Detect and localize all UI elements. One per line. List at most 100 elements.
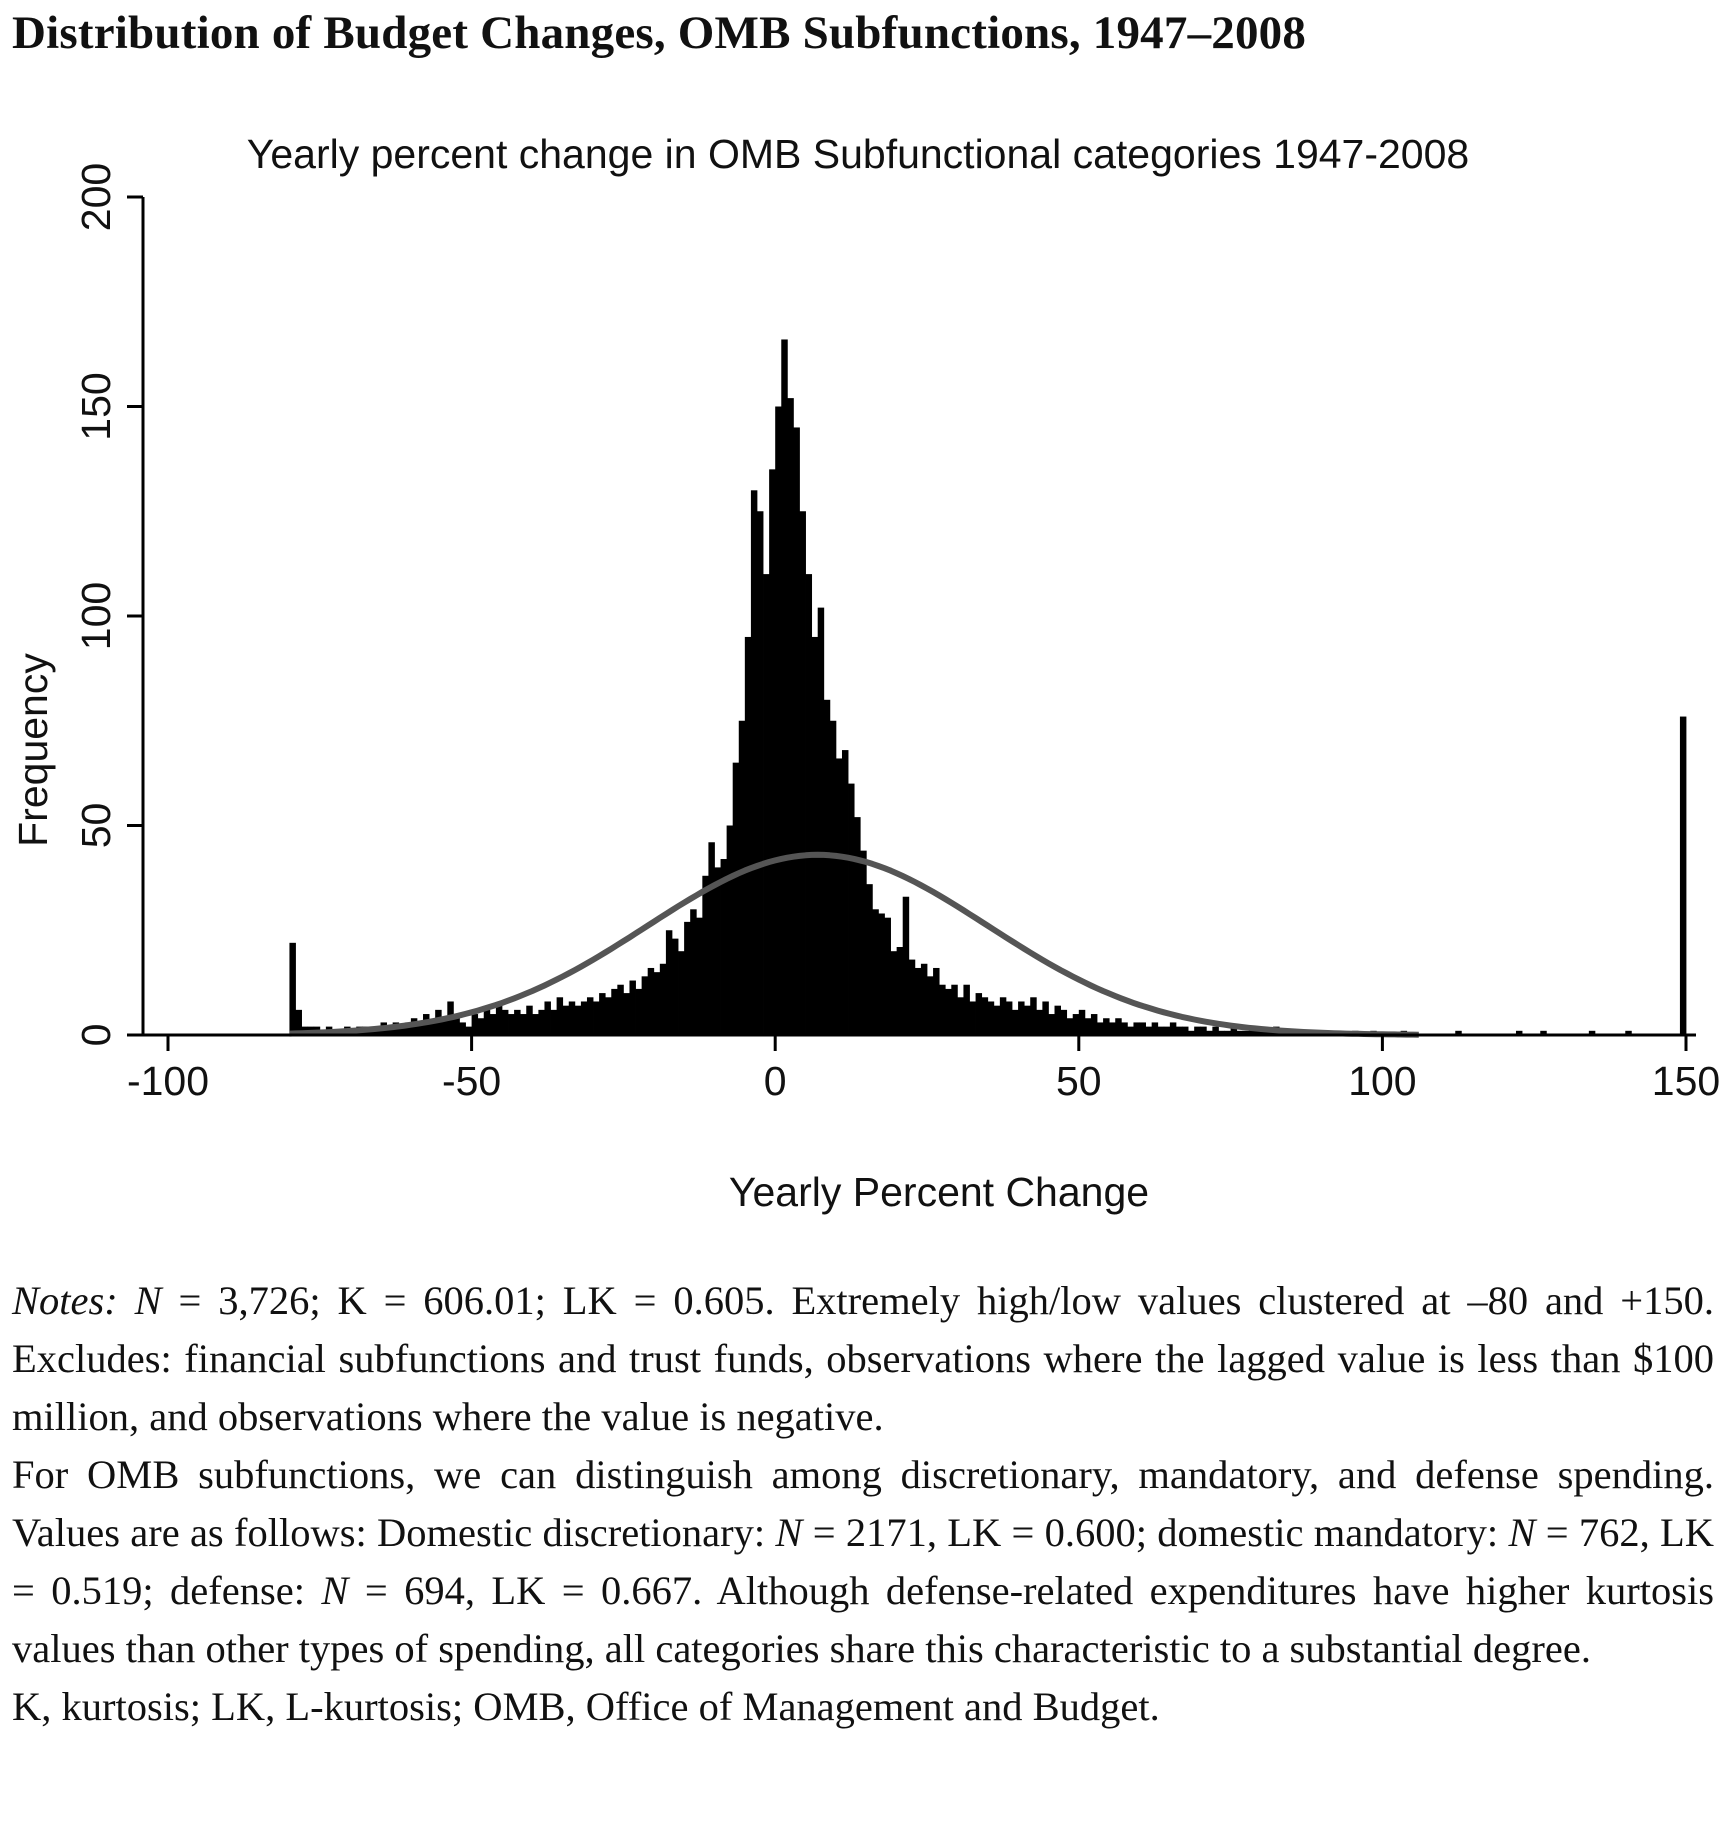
histogram-bar (605, 997, 612, 1035)
histogram-bar (848, 783, 855, 1035)
histogram-bar (1151, 1022, 1159, 1035)
chart-title: Yearly percent change in OMB Subfunction… (247, 131, 1469, 177)
histogram-bar (398, 1026, 406, 1035)
histogram-bar (951, 984, 958, 1035)
x-axis-label: Yearly Percent Change (729, 1169, 1149, 1215)
histogram-bar (799, 511, 806, 1035)
histogram-bar (599, 993, 606, 1035)
histogram-bar (1139, 1022, 1146, 1035)
histogram-bar (1121, 1022, 1128, 1035)
histogram-bars (289, 339, 1687, 1036)
histogram-bar (483, 1009, 491, 1035)
histogram-bar (453, 1018, 460, 1035)
histogram-bar (1267, 1030, 1274, 1035)
histogram-bar (1109, 1022, 1116, 1035)
notes-intro: For OMB subfunctions, we can distinguish… (12, 1452, 1714, 1555)
notes-domestic-discretionary: = 2171, LK = 0.600; domestic mandatory: (802, 1510, 1509, 1555)
notes-domestic-mandatory: = 762, LK = 0.519; defense: (12, 1510, 1714, 1613)
n-symbol: N (1508, 1510, 1536, 1555)
histogram-bar (872, 909, 879, 1035)
histogram-bar (908, 959, 916, 1035)
histogram-bar (866, 884, 873, 1035)
histogram-bar (805, 574, 813, 1035)
histogram-bar (744, 636, 752, 1035)
normal-curve-layer (289, 851, 1419, 1038)
histogram-bar (854, 817, 861, 1035)
histogram-bar (841, 750, 849, 1035)
histogram-bar (1625, 1030, 1632, 1035)
histogram-bar (769, 469, 776, 1036)
histogram-bar (914, 967, 922, 1035)
histogram-bar (902, 896, 910, 1035)
histogram-bar (465, 1026, 472, 1035)
normal-curve (289, 851, 1419, 1038)
histogram-bar (756, 511, 764, 1035)
histogram-bar (1169, 1022, 1177, 1035)
histogram-bar (574, 1005, 582, 1035)
histogram-bar (896, 947, 904, 1035)
histogram-bar (1024, 1005, 1031, 1035)
histogram-bar (1455, 1030, 1462, 1035)
x-tick-label: 50 (1056, 1058, 1102, 1104)
histogram-bar (787, 398, 794, 1035)
histogram-chart: Yearly percent change in OMB Subfunction… (10, 131, 1720, 1215)
histogram-bar (629, 980, 636, 1035)
histogram-bar (890, 951, 898, 1035)
histogram-bar (532, 1014, 539, 1035)
histogram-bar (732, 762, 740, 1035)
x-tick-label: 100 (1348, 1058, 1416, 1104)
histogram-bar (1084, 1018, 1092, 1035)
histogram-bar (556, 997, 564, 1035)
histogram-bar (939, 984, 946, 1035)
histogram-bar (927, 976, 934, 1035)
histogram-bar (295, 1009, 302, 1035)
histogram-bar (671, 938, 679, 1035)
notes-block: Notes: N = 3,726; K = 606.01; LK = 0.605… (12, 1272, 1714, 1736)
histogram-bar (1030, 997, 1037, 1035)
histogram-bar (1175, 1026, 1183, 1035)
histogram-bar (817, 607, 825, 1035)
histogram-bar (811, 636, 819, 1035)
histogram-bar (1200, 1026, 1207, 1035)
histogram-bar (702, 875, 709, 1035)
n-symbol: N (775, 1510, 803, 1555)
notes-label: Notes: (12, 1278, 118, 1323)
histogram-bar (714, 867, 721, 1035)
histogram-bar (823, 699, 831, 1035)
histogram-bar (459, 1022, 466, 1035)
histogram-bar (538, 1009, 545, 1035)
histogram-bar (1018, 1001, 1025, 1035)
notes-paragraph-1: Notes: N = 3,726; K = 606.01; LK = 0.605… (12, 1272, 1714, 1446)
histogram-bar (781, 339, 788, 1035)
axes: -100 -50 0 50 100 150 0 50 100 150 200 (73, 163, 1720, 1104)
histogram-bar (1072, 1014, 1080, 1035)
histogram-bar (987, 1001, 995, 1035)
histogram-bar (945, 988, 952, 1035)
x-tick-label: -100 (127, 1058, 209, 1104)
histogram-bar (1254, 1030, 1262, 1035)
x-tick-label: 150 (1652, 1058, 1720, 1104)
n-symbol: N (134, 1278, 162, 1323)
x-tick-label: -50 (442, 1058, 501, 1104)
histogram-bar (471, 1014, 479, 1035)
histogram-bar (386, 1026, 394, 1035)
histogram-bar (568, 1001, 576, 1035)
histogram-bar (726, 825, 734, 1035)
histogram-bar (641, 976, 649, 1035)
histogram-bar (1260, 1030, 1268, 1035)
y-tick-label: 100 (73, 582, 119, 650)
histogram-bar (720, 859, 728, 1035)
histogram-bar (981, 997, 989, 1035)
y-axis-label: Frequency (10, 653, 56, 847)
histogram-bar (963, 984, 970, 1035)
histogram-bar (544, 1001, 551, 1035)
histogram-bar (1048, 1014, 1055, 1035)
histogram-bar (1218, 1030, 1225, 1035)
histogram-bar (501, 1009, 509, 1035)
histogram-bar (878, 913, 885, 1035)
histogram-bar (1127, 1026, 1134, 1035)
histogram-bar (1163, 1026, 1171, 1035)
histogram-bar (514, 1009, 521, 1035)
histogram-bar (969, 1001, 976, 1035)
histogram-bar (860, 850, 867, 1035)
